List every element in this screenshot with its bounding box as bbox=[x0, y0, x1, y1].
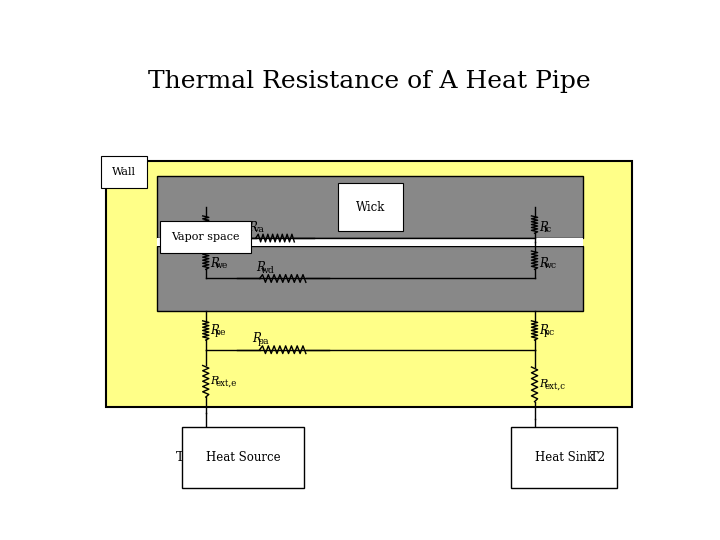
Text: Heat Source: Heat Source bbox=[206, 451, 280, 464]
Text: we: we bbox=[215, 261, 228, 270]
Bar bbox=[106, 161, 632, 408]
Text: T1: T1 bbox=[176, 451, 192, 464]
Text: R: R bbox=[248, 221, 257, 234]
Text: R: R bbox=[210, 376, 219, 386]
Text: va: va bbox=[253, 225, 264, 234]
Bar bbox=[157, 246, 583, 311]
Text: R: R bbox=[210, 221, 220, 234]
Text: wc: wc bbox=[544, 261, 557, 270]
Text: Wick: Wick bbox=[356, 201, 385, 214]
Text: R: R bbox=[210, 256, 220, 270]
Text: wd: wd bbox=[261, 266, 275, 274]
Text: R: R bbox=[539, 379, 547, 389]
Text: R: R bbox=[252, 333, 261, 346]
Text: ic: ic bbox=[215, 226, 223, 234]
Text: R: R bbox=[539, 221, 548, 234]
Bar bbox=[157, 177, 583, 238]
Text: ic: ic bbox=[544, 226, 552, 234]
Text: R: R bbox=[210, 324, 220, 337]
Text: Vapor space: Vapor space bbox=[171, 232, 240, 242]
Text: Wall: Wall bbox=[112, 167, 136, 177]
Text: T2: T2 bbox=[590, 451, 606, 464]
Text: pa: pa bbox=[257, 337, 269, 346]
Text: R: R bbox=[539, 324, 548, 337]
Text: pc: pc bbox=[544, 328, 555, 338]
Text: R: R bbox=[539, 256, 548, 270]
Text: ext,c: ext,c bbox=[544, 382, 566, 391]
Text: ext,e: ext,e bbox=[216, 379, 237, 388]
Text: pe: pe bbox=[215, 328, 227, 338]
Text: Thermal Resistance of A Heat Pipe: Thermal Resistance of A Heat Pipe bbox=[148, 70, 590, 93]
Bar bbox=[157, 238, 583, 246]
Text: R: R bbox=[256, 261, 265, 274]
Text: Heat Sink: Heat Sink bbox=[534, 451, 594, 464]
